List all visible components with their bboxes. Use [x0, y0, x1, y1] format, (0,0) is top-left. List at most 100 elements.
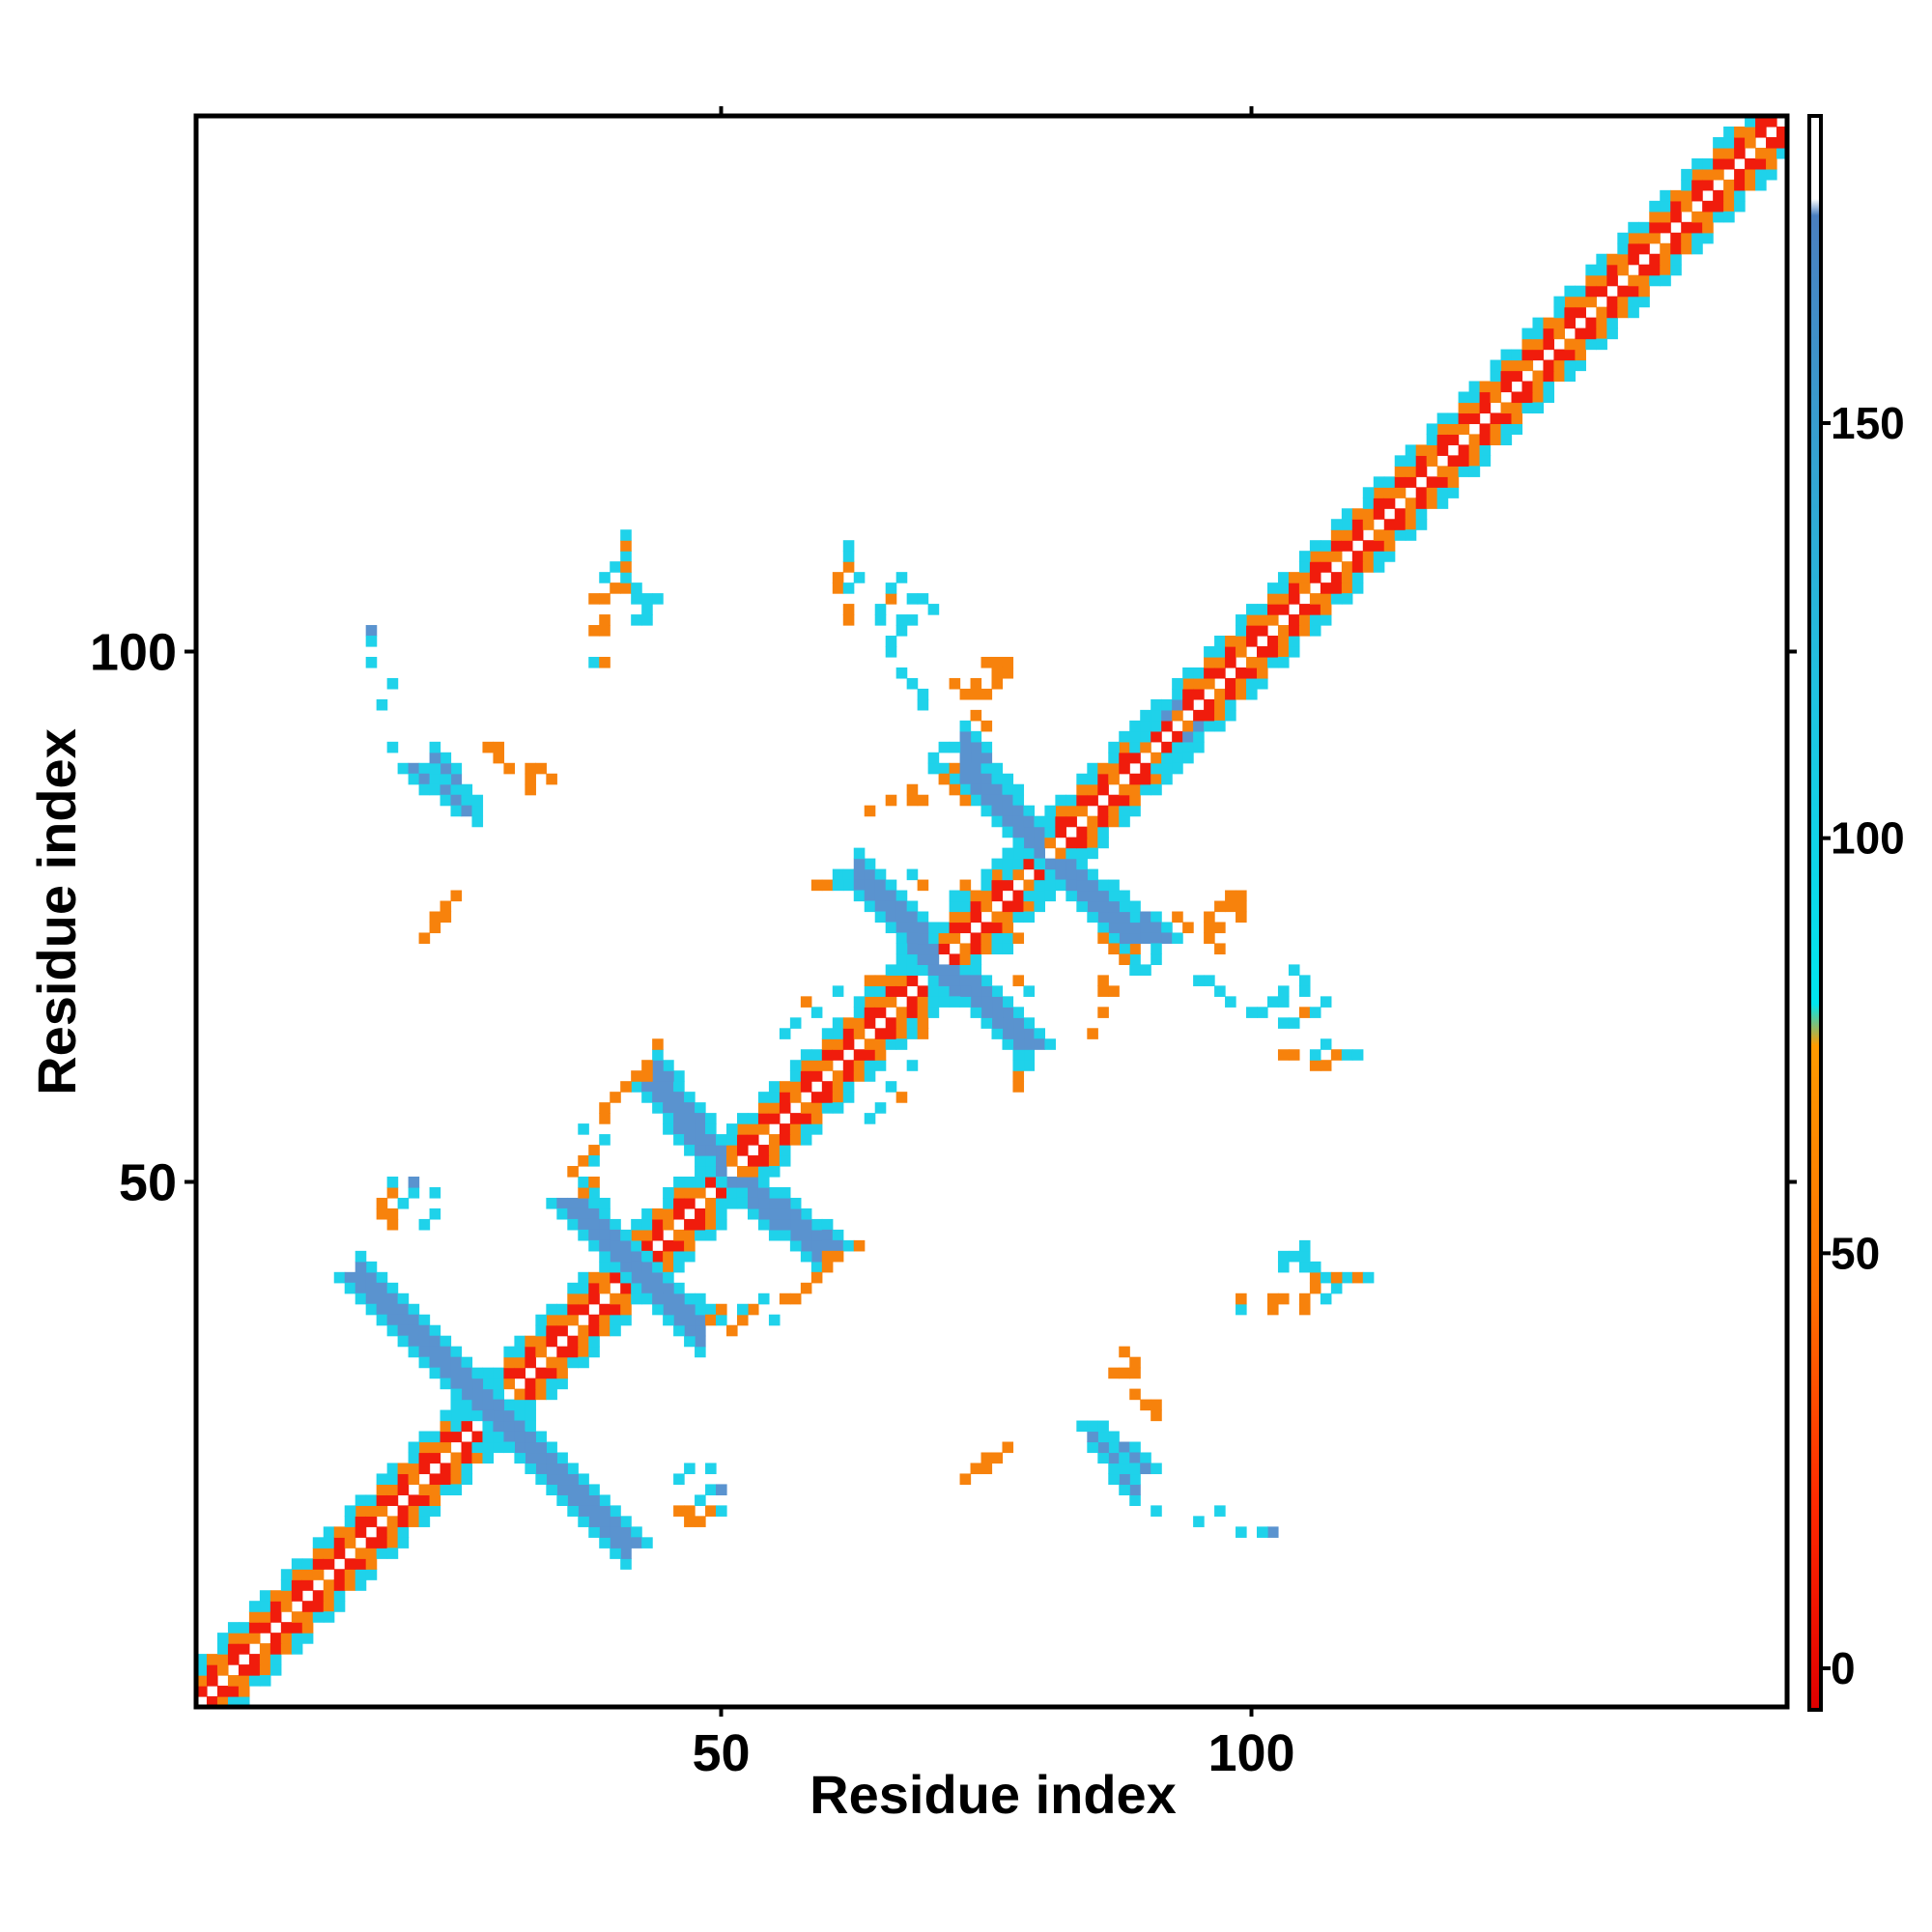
heatmap-cell — [1034, 837, 1045, 849]
heatmap-cell — [673, 1293, 685, 1305]
heatmap-cell — [1204, 646, 1215, 658]
heatmap-cell — [206, 1654, 218, 1665]
heatmap-cell — [1193, 677, 1205, 690]
heatmap-cell — [355, 1282, 367, 1294]
heatmap-cell — [631, 1261, 642, 1273]
heatmap-cell — [1182, 720, 1194, 732]
heatmap-cell — [853, 1060, 866, 1071]
heatmap-cell — [291, 1622, 303, 1634]
heatmap-cell — [695, 1516, 706, 1527]
heatmap-cell — [1734, 179, 1746, 191]
heatmap-cell — [1119, 730, 1130, 743]
heatmap-cell — [991, 1028, 1004, 1039]
colorbar-tick-label: 0 — [1831, 1643, 1856, 1693]
heatmap-cell — [1320, 604, 1332, 615]
heatmap-cell — [917, 593, 929, 605]
heatmap-cell — [408, 1505, 420, 1517]
heatmap-cell — [705, 1177, 717, 1188]
heatmap-cell — [800, 996, 812, 1008]
heatmap-cell — [757, 1113, 770, 1124]
heatmap-cell — [1002, 943, 1014, 955]
heatmap-cell — [1532, 338, 1545, 351]
heatmap-cell — [1034, 815, 1045, 828]
heatmap-cell — [1373, 561, 1385, 573]
heatmap-cell — [535, 762, 547, 775]
heatmap-cell — [620, 1282, 632, 1294]
heatmap-cell — [673, 1261, 685, 1273]
heatmap-cell — [1670, 200, 1682, 213]
heatmap-cell — [980, 773, 993, 785]
heatmap-cell — [1246, 636, 1258, 647]
heatmap-cell — [567, 1484, 579, 1495]
heatmap-cell — [1490, 391, 1502, 404]
heatmap-cell — [1341, 1049, 1353, 1061]
heatmap-cell — [1193, 1516, 1205, 1527]
heatmap-cell — [991, 932, 1004, 945]
heatmap-cell — [1214, 1505, 1226, 1517]
heatmap-cell — [959, 783, 972, 796]
heatmap-cell — [684, 1293, 696, 1305]
heatmap-cell — [1649, 211, 1661, 223]
heatmap-cell — [301, 1633, 314, 1644]
heatmap-cell — [927, 996, 940, 1008]
heatmap-cell — [1277, 582, 1290, 594]
heatmap-cell — [1034, 879, 1045, 892]
heatmap-cell — [1383, 540, 1396, 552]
heatmap-cell — [1087, 837, 1098, 849]
heatmap-cell — [1436, 412, 1449, 425]
heatmap-cell — [1129, 1473, 1141, 1486]
heatmap-cell — [673, 1134, 685, 1146]
heatmap-cell — [821, 1028, 834, 1039]
heatmap-cell — [1246, 677, 1258, 690]
heatmap-cell — [1266, 604, 1279, 615]
heatmap-cell — [610, 1229, 621, 1241]
heatmap-cell — [1097, 815, 1109, 828]
heatmap-cell — [535, 1314, 547, 1326]
heatmap-cell — [1649, 253, 1661, 266]
heatmap-cell — [1108, 985, 1120, 997]
heatmap-cell — [429, 773, 441, 785]
heatmap-cell — [768, 1092, 781, 1103]
heatmap-cell — [1575, 338, 1586, 351]
heatmap-cell — [959, 943, 972, 955]
heatmap-cell — [1776, 136, 1787, 149]
heatmap-cell — [1012, 1038, 1025, 1050]
heatmap-cell — [599, 614, 611, 626]
heatmap-cell — [1002, 847, 1014, 860]
heatmap-cell — [695, 1113, 706, 1124]
heatmap-cell — [1012, 805, 1025, 817]
heatmap-cell — [684, 1218, 696, 1231]
heatmap-cell — [248, 1622, 261, 1634]
heatmap-cell — [652, 1293, 664, 1305]
heatmap-cell — [1330, 519, 1343, 530]
heatmap-cell — [1638, 232, 1650, 244]
heatmap-cell — [333, 1537, 346, 1548]
heatmap-cell — [535, 1324, 547, 1337]
heatmap-cell — [567, 1197, 579, 1209]
heatmap-cell — [1119, 922, 1130, 934]
heatmap-cell — [418, 1431, 431, 1443]
heatmap-cell — [1012, 1081, 1025, 1093]
heatmap-cell — [1415, 466, 1428, 477]
heatmap-cell — [757, 1092, 770, 1103]
heatmap-cell — [663, 1314, 674, 1326]
heatmap-cell — [1564, 338, 1576, 351]
heatmap-cell — [716, 1505, 727, 1517]
heatmap-cell — [938, 985, 951, 997]
heatmap-cell — [323, 1526, 335, 1538]
heatmap-cell — [1330, 593, 1343, 605]
heatmap-cell — [196, 1654, 208, 1665]
heatmap-cell — [673, 1303, 685, 1316]
heatmap-cell — [599, 1303, 611, 1316]
heatmap-cell — [1564, 296, 1576, 308]
heatmap-cell — [578, 1494, 589, 1506]
heatmap-cell — [1129, 911, 1141, 923]
heatmap-cell — [663, 1113, 674, 1124]
heatmap-cell — [1468, 391, 1481, 404]
heatmap-cell — [1140, 1399, 1151, 1411]
heatmap-cell — [906, 593, 919, 605]
heatmap-cell — [1257, 614, 1268, 626]
heatmap-cell — [1108, 794, 1120, 807]
heatmap-cell — [800, 1134, 812, 1146]
heatmap-cell — [842, 561, 855, 573]
